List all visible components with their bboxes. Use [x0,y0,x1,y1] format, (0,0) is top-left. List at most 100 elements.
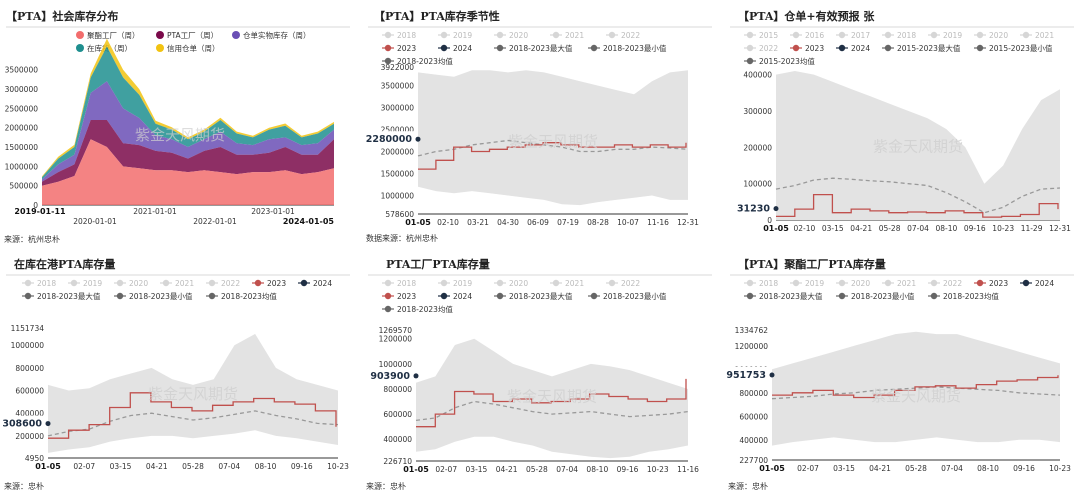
y-tick-label: 578600 [385,210,414,219]
legend-dot [976,44,984,52]
x-tick-label: 08-10 [586,465,608,474]
x-tick-label: 06-09 [527,218,549,227]
series-2024-point [45,421,51,427]
watermark: 紫金天风期货 [508,133,598,151]
legend-label: 2018 [37,279,56,288]
legend-swatch [232,31,240,39]
legend-dot [552,279,560,287]
x-tick-label: 2021-01-01 [133,207,177,216]
legend-dot [838,279,846,287]
legend-label: 2022 [621,279,640,288]
y-tick-label: 227700 [739,456,768,465]
y-tick-label: 2500000 [381,126,415,135]
legend-label: 2024 [1035,279,1054,288]
y-tick-label: 3000000 [5,85,39,94]
legend-label: 2021 [175,279,194,288]
legend-dot [162,279,170,287]
latest-value-callout: 31230 [737,204,770,215]
legend-dot [384,31,392,39]
y-tick-label: 0 [767,216,772,225]
legend-label: 2023 [267,279,286,288]
area-series [42,139,334,205]
legend-label: 2020 [509,279,528,288]
panel-polyester-inventory: 【PTA】聚酯工厂PTA库存量 2018 2019 2020 2021 2022 2023 2… [724,248,1080,492]
y-tick-label: 400000 [383,435,412,444]
chart-title: 【PTA】PTA库存季节性 [374,9,500,23]
legend-swatch [156,44,164,52]
range-band [416,338,688,459]
y-tick-label: 400000 [15,409,44,418]
legend-label: 2020 [851,279,870,288]
x-tick-label: 03-15 [110,462,132,471]
legend-dot [116,279,124,287]
legend-dot [384,292,392,300]
range-band [48,333,338,453]
x-tick-label: 2022-01-01 [193,217,237,226]
x-tick-label: 04-21 [869,464,891,473]
legend-label: 2019 [805,279,824,288]
x-tick-label: 07-04 [941,464,963,473]
y-tick-label: 200000 [743,143,772,152]
x-tick-label: 12-31 [677,218,699,227]
y-tick-label: 100000 [743,180,772,189]
source-note: 来源：忠朴 [366,481,406,491]
average-line [47,410,339,437]
area-series [42,81,334,182]
legend-dot [496,44,504,52]
y-tick-label: 600000 [383,410,412,419]
legend-dot [552,31,560,39]
x-tick-label: 04-21 [146,462,168,471]
legend-dot [930,279,938,287]
latest-value-callout: 2280000 [366,134,413,145]
legend-label: 2020 [989,31,1008,40]
y-tick-label: 2000000 [381,148,415,157]
legend-label: 2023 [805,44,824,53]
x-tick-label: 11-29 [1021,224,1043,233]
x-tick-label: 01-05 [763,224,789,233]
callout-bg [364,367,412,381]
legend-dot [608,279,616,287]
legend-label: 2018 [397,279,416,288]
x-tick-label: 01-05 [759,464,785,473]
legend-label: 2021 [565,31,584,40]
legend-dot [254,279,262,287]
legend-label: 2024 [313,279,332,288]
x-tick-label: 02-07 [73,462,95,471]
legend-label: 2022 [221,279,240,288]
y-tick-label: 3922000 [381,63,415,72]
legend-label: 2020 [129,279,148,288]
chart-warehouse-receipts: 【PTA】仓单+有效预报 张 2015 2016 2017 2018 2019 2020 20… [726,9,1074,233]
average-line [775,177,1061,214]
legend-dot [208,279,216,287]
legend-label: 2018 [897,31,916,40]
x-tick-label: 03-21 [467,218,489,227]
source-note: 数据来源：杭州忠朴 [366,233,438,243]
y-tick-label: 1269570 [379,326,413,335]
latest-value-callout: 308600 [2,419,42,430]
x-tick-label: 2020-01-01 [73,217,117,226]
legend-label: 2020 [509,31,528,40]
y-tick-label: 400000 [739,436,768,445]
legend-dot [590,292,598,300]
legend-label: 2022 [621,31,640,40]
legend-dot [746,31,754,39]
y-tick-label: 4950 [25,454,44,463]
legend-dot [976,31,984,39]
legend-label: 2022 [943,279,962,288]
x-tick-label: 02-07 [797,464,819,473]
x-tick-label: 04-30 [497,218,519,227]
panel-warehouse-receipts: 【PTA】仓单+有效预报 张 2015 2016 2017 2018 2019 2020 20… [724,0,1080,244]
x-tick-label: 01-05 [405,218,431,227]
legend-dot [838,292,846,300]
x-tick-label: 02-07 [435,465,457,474]
legend-label: 2015-2023均值 [759,56,815,66]
watermark: 紫金天风期货 [873,138,963,156]
chart-title: 在库在港PTA库存量 [14,257,115,271]
y-tick-label: 3000000 [381,104,415,113]
legend-label: 2018-2023最大值 [37,291,101,301]
legend-dot [116,292,124,300]
legend-dot [384,44,392,52]
x-tick-label: 10-07 [617,218,639,227]
series-2023-line [418,142,687,170]
